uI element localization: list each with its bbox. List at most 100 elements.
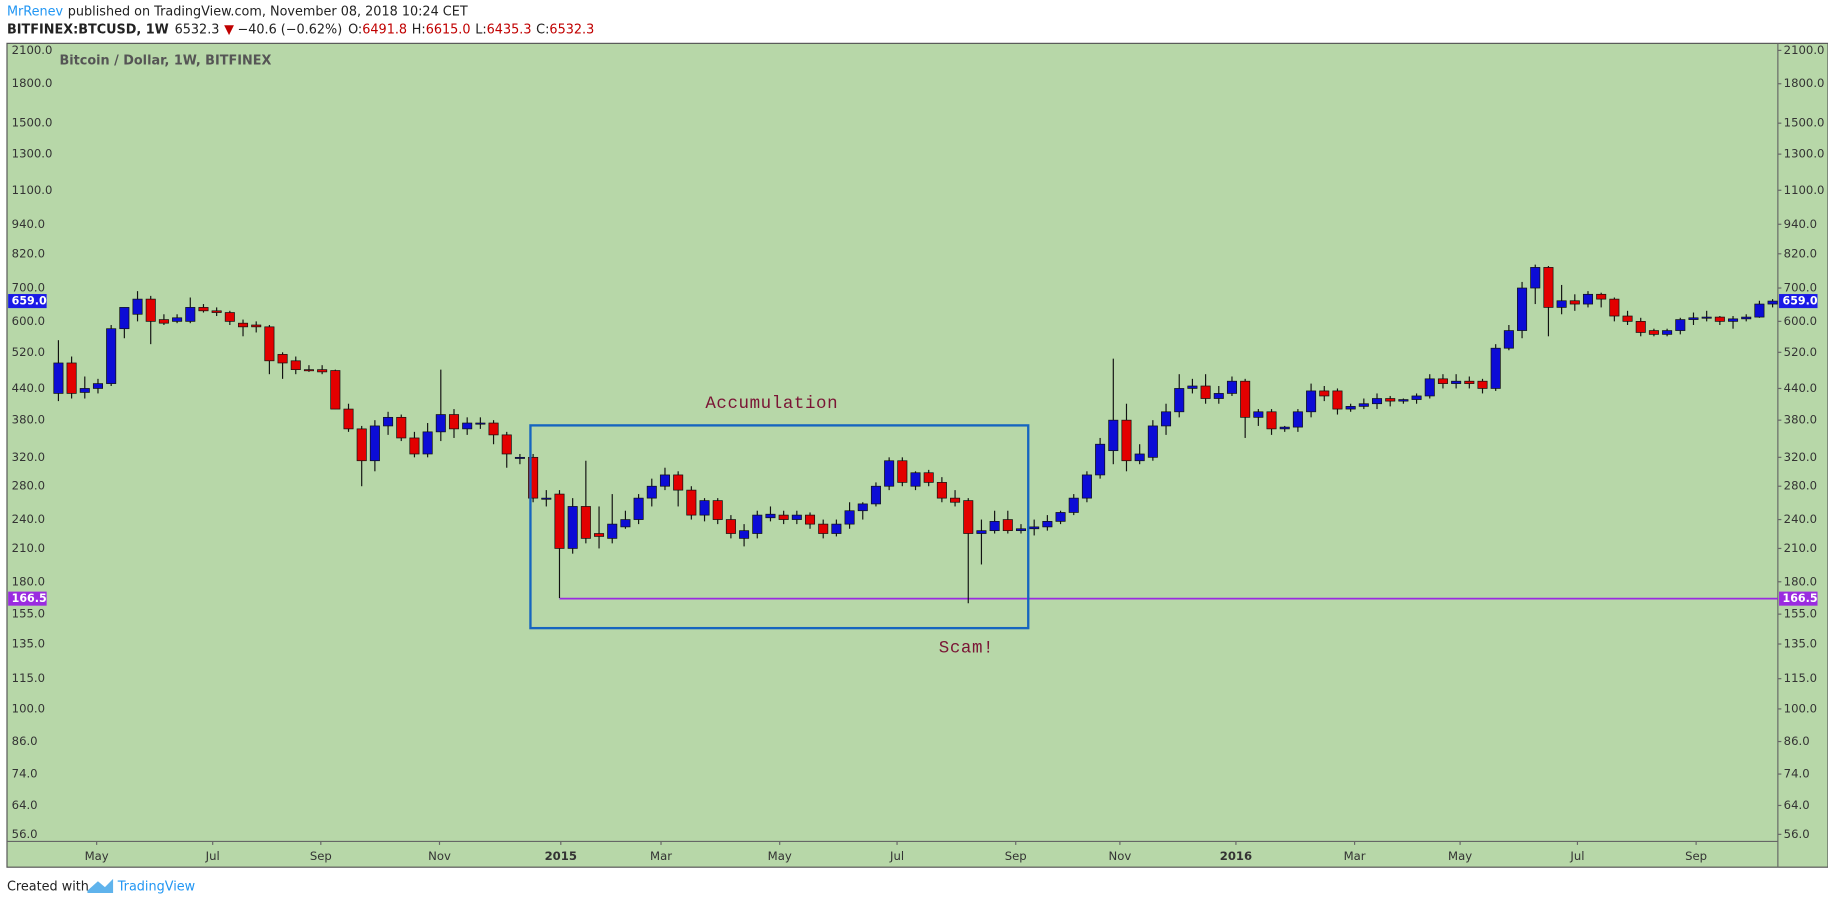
candle-body: [1226, 380, 1237, 394]
candle-body: [501, 434, 512, 455]
y-tick-label-right: 64.0: [1784, 798, 1810, 812]
candle-body: [1108, 419, 1119, 452]
candle-body: [620, 519, 631, 528]
y-tick-label-right: 86.0: [1784, 734, 1810, 748]
candle-body: [1451, 380, 1462, 384]
candle-body: [422, 431, 433, 455]
candle-body: [1029, 526, 1040, 530]
y-tick-label-left: 240.0: [12, 512, 45, 526]
candle-body: [369, 425, 380, 462]
candle-body: [1635, 321, 1646, 333]
y-tick-label-right: 135.0: [1784, 636, 1817, 650]
y-tick-label-right: 440.0: [1784, 381, 1817, 395]
candle-body: [251, 324, 262, 328]
candle-body: [1424, 378, 1435, 397]
candle-body: [1240, 380, 1251, 418]
candle-body: [396, 416, 407, 439]
y-tick-label-left: 1100.0: [12, 183, 53, 197]
candle-body: [739, 530, 750, 539]
candle-body: [92, 383, 103, 389]
y-tick-label-right: 1300.0: [1784, 147, 1825, 161]
y-tick-label-right: 240.0: [1784, 512, 1817, 526]
x-tick-label: 2016: [1220, 849, 1252, 863]
candle-body: [1174, 388, 1185, 413]
y-tick-label-right: 1500.0: [1784, 116, 1825, 130]
footer-brand[interactable]: TradingView: [117, 880, 195, 895]
y-tick-label-left: 56.0: [12, 827, 38, 841]
candle-body: [1385, 398, 1396, 402]
candle-body: [224, 312, 235, 322]
candle-body: [1015, 528, 1027, 532]
candle-body: [1306, 390, 1317, 413]
candle-body: [1503, 330, 1514, 349]
y-tick-label-right: 380.0: [1784, 413, 1817, 427]
y-tick-label-left: 64.0: [12, 798, 38, 812]
candle-body: [884, 460, 895, 487]
candle-body: [145, 298, 156, 322]
candle-body: [1464, 380, 1475, 384]
candle-body: [238, 322, 249, 328]
candle-body: [1398, 399, 1409, 402]
candle-body: [1332, 390, 1343, 410]
candle-body: [752, 514, 763, 534]
candle-body: [409, 437, 420, 455]
candle-body: [198, 307, 209, 312]
candle-body: [79, 388, 90, 393]
y-tick-label-left: 1500.0: [12, 116, 53, 130]
candle-body: [950, 497, 961, 503]
y-tick-label-right: 520.0: [1784, 345, 1817, 359]
y-tick-label-left: 440.0: [12, 381, 45, 395]
candle-body: [1095, 443, 1106, 476]
o-label: O:: [348, 22, 362, 37]
symbol: BITFINEX:BTCUSD, 1W: [7, 22, 169, 37]
y-tick-label-left: 1300.0: [12, 147, 53, 161]
c-label: C:: [536, 22, 549, 37]
candle-body: [791, 514, 802, 520]
l-value: 6435.3: [487, 22, 532, 37]
candle-body: [1701, 316, 1712, 319]
footer-created: Created with: [7, 880, 89, 895]
y-tick-label-left: 155.0: [12, 607, 45, 621]
candle-body: [1081, 474, 1092, 499]
change: −40.6 (−0.62%): [237, 22, 342, 37]
candle-body: [1675, 319, 1686, 331]
x-tick-label: Sep: [310, 849, 332, 863]
l-label: L:: [475, 22, 486, 37]
candle-body: [1411, 395, 1422, 400]
y-tick-label-left: 600.0: [12, 314, 45, 328]
candle-body: [53, 362, 64, 394]
candle-body: [818, 523, 829, 534]
candle-body: [1596, 293, 1607, 300]
candle-body: [448, 414, 460, 430]
candle-body: [1055, 512, 1066, 522]
candle-body: [1372, 398, 1383, 405]
candle-body: [514, 456, 525, 459]
y-tick-label-left: 380.0: [12, 413, 45, 427]
y-tick-label-left: 820.0: [12, 246, 45, 260]
y-tick-label-left: 1800.0: [12, 76, 53, 90]
candle-body: [462, 422, 473, 430]
candle-body: [330, 370, 341, 410]
x-tick-label: May: [85, 849, 109, 863]
x-tick-label: Nov: [428, 849, 451, 863]
candle-body: [1582, 293, 1594, 305]
o-value: 6491.8: [362, 22, 407, 37]
candle-body: [963, 500, 974, 534]
x-tick-label: Mar: [1344, 849, 1366, 863]
candle-body: [132, 298, 143, 315]
publish-line: MrRenev published on TradingView.com, Nov…: [7, 4, 468, 19]
author[interactable]: MrRenev: [7, 4, 64, 19]
candle-body: [1662, 330, 1673, 335]
y-tick-label-left: 74.0: [12, 767, 38, 781]
y-tick-label-right: 280.0: [1784, 479, 1817, 493]
c-value: 6532.3: [549, 22, 594, 37]
y-tick-label-right: 100.0: [1784, 701, 1817, 715]
candle-body: [303, 369, 314, 372]
x-tick-label: May: [768, 849, 792, 863]
y-tick-label-left: 2100.0: [12, 43, 53, 57]
y-tick-label-right: 320.0: [1784, 450, 1817, 464]
candle-body: [989, 521, 1000, 532]
price-label-bg-right: [1779, 591, 1818, 606]
